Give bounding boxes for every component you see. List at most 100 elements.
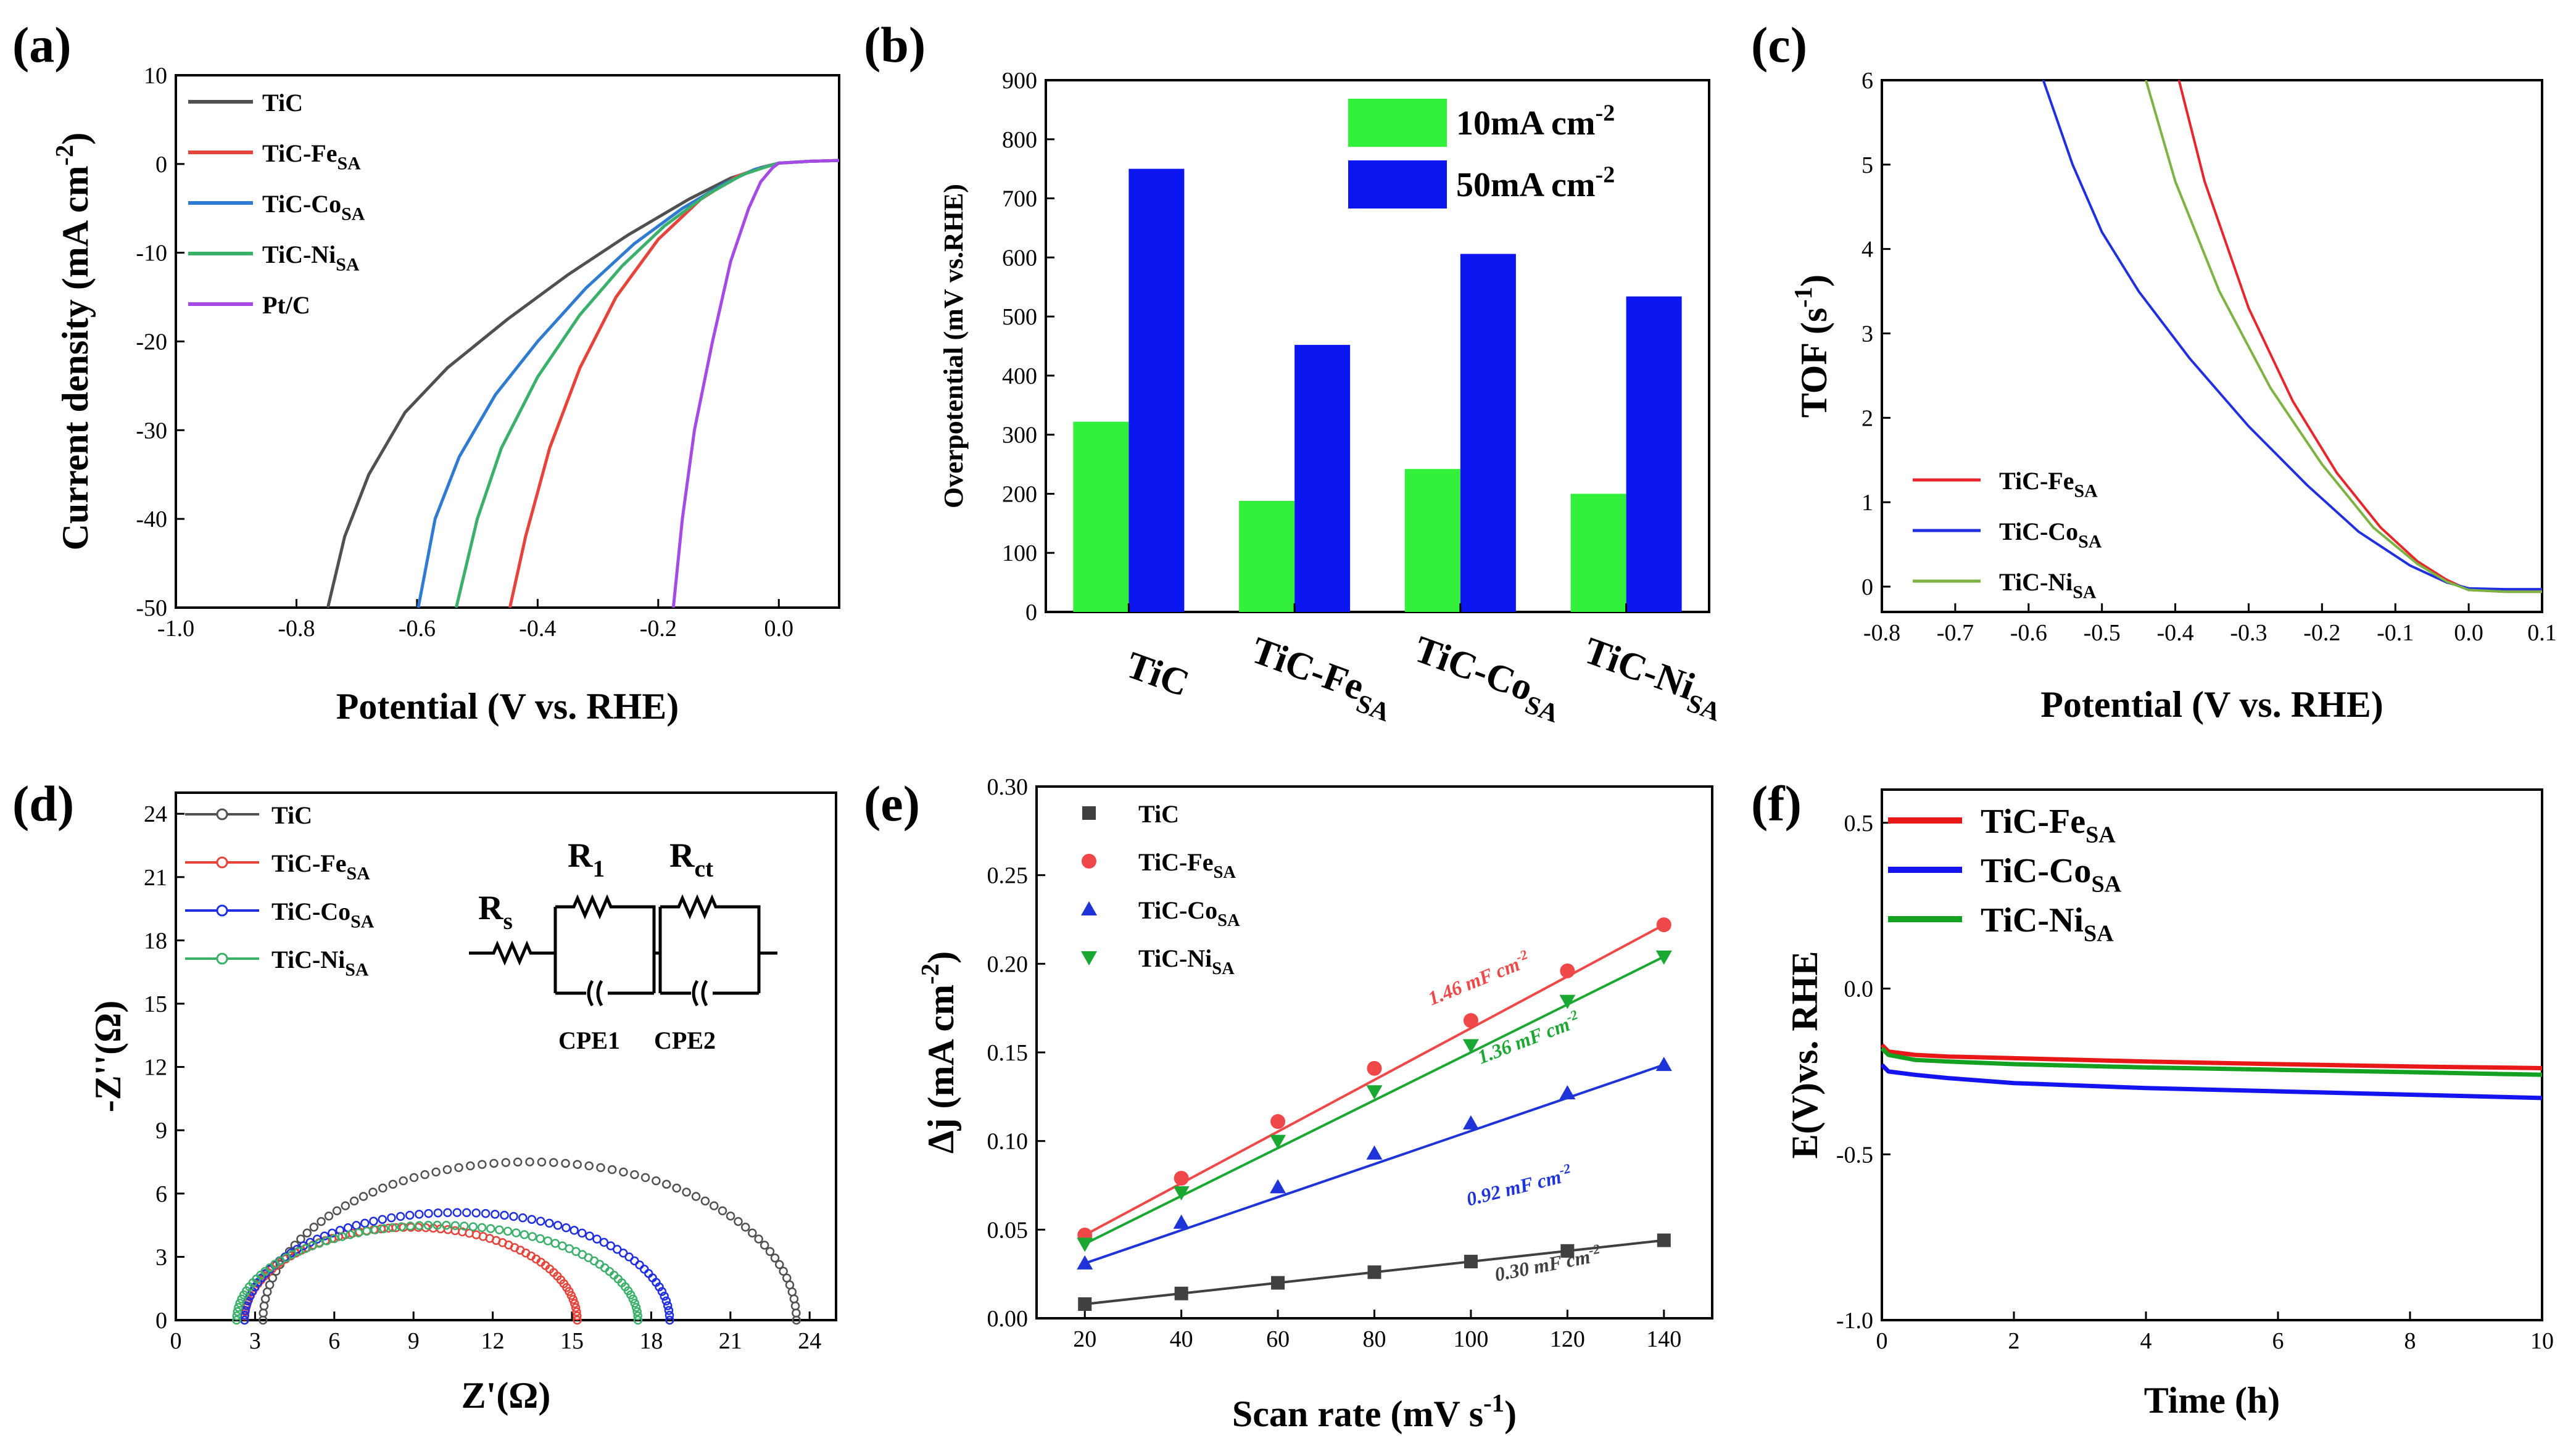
data-point — [378, 1183, 387, 1193]
data-point — [1366, 1145, 1383, 1160]
data-point — [259, 1308, 268, 1318]
data-point — [405, 1210, 415, 1220]
data-point — [585, 1231, 594, 1241]
x-tick-label: 9 — [408, 1328, 420, 1354]
x-tick-label: 15 — [560, 1328, 584, 1354]
data-point — [424, 1208, 433, 1218]
y-tick-label: -0.5 — [1836, 1142, 1873, 1168]
data-point — [790, 1301, 800, 1311]
data-point — [792, 1315, 801, 1325]
data-point — [433, 1208, 443, 1218]
data-point — [578, 1228, 587, 1238]
y-axis-label-part: Current density (mA cm — [55, 166, 96, 551]
slope-annotation: 0.30 mF cm-2​ — [1493, 1241, 1603, 1285]
legend-label-part: SA — [337, 153, 361, 173]
y-tick-label: 0.05 — [987, 1217, 1029, 1243]
data-point — [765, 1247, 775, 1256]
legend-marker — [216, 808, 228, 820]
data-point — [368, 1188, 378, 1197]
legend-label-part: SA — [2074, 481, 2098, 501]
axes-(d): 0 3 6 9 12 15 18 21 24 0 3 6 9 12 15 18 21 24 Z'(Ω) -Z''(Ω)… — [88, 791, 837, 1416]
x-axis-label: Scan rate (mV s-1​) — [1232, 1389, 1517, 1434]
legend-label-part: TiC-Ni — [271, 946, 345, 973]
axes-(c): -0.8 -0.7 -0.6 -0.5 -0.4 -0.3 -0.2 -0.1 0.0 0.1 0 1… — [1789, 68, 2557, 725]
bar — [1073, 421, 1129, 612]
slope-annotation-part: -2 — [1557, 1161, 1572, 1178]
legend-label: TiC-NiSA​ — [1981, 901, 2114, 947]
data-point — [501, 1158, 511, 1167]
data-point — [550, 1239, 560, 1248]
series-line — [454, 159, 839, 608]
data-point — [518, 1213, 528, 1223]
data-point — [309, 1222, 319, 1232]
x-tick-label: -0.4 — [2156, 620, 2193, 646]
y-tick-label: 800 — [1002, 127, 1037, 153]
legend-label: TiC-CoSA​ — [262, 190, 365, 224]
data-point — [682, 1188, 691, 1197]
x-tick-label: -0.4 — [519, 616, 556, 642]
legend-label-part: TiC-Co — [262, 190, 341, 218]
data-point — [633, 1315, 643, 1325]
legend-label: TiC — [1138, 800, 1179, 828]
axes-(e): 20 40 60 80 100 120 140 0.00 0.05 0.10 0.15 0.20 0.2… — [916, 774, 1713, 1434]
data-point — [619, 1167, 628, 1177]
series-group — [1880, 1063, 2543, 1101]
legend-label-part: SA — [1213, 863, 1236, 882]
x-tick-label: -1.0 — [157, 616, 194, 642]
data-point — [1270, 1134, 1286, 1149]
rc-block-1 — [553, 894, 656, 1007]
data-point — [553, 1221, 563, 1230]
panel-label: (e) — [864, 775, 920, 832]
data-point — [734, 1216, 743, 1226]
y-tick-label: -20 — [136, 329, 167, 355]
y-axis-label: Overpotential (mV vs.RHE) — [938, 184, 969, 508]
x-tick-label: 2 — [2008, 1328, 2020, 1354]
y-axis-label-part: -2 — [51, 145, 78, 166]
legend-marker — [1082, 854, 1096, 869]
legend-label-part: -2 — [1596, 162, 1615, 188]
circuit-label-r1-part: R — [568, 836, 593, 875]
x-tick-label: 0.0 — [2454, 620, 2483, 646]
data-point — [268, 1273, 278, 1283]
x-axis-label-part: Z'(Ω) — [462, 1375, 551, 1416]
data-point — [312, 1234, 322, 1244]
y-tick-label: 200 — [1002, 481, 1037, 507]
data-point — [452, 1208, 462, 1217]
data-point — [630, 1170, 639, 1179]
data-point — [494, 1225, 504, 1234]
y-axis-label-part: Δj (mA cm — [921, 985, 961, 1154]
legend-label-part: -2 — [1596, 101, 1615, 126]
legend-swatch — [1348, 160, 1447, 209]
y-tick-label: 0.10 — [987, 1129, 1029, 1155]
y-tick-label: 0 — [1025, 600, 1037, 626]
data-point — [1559, 994, 1576, 1009]
data-point — [740, 1222, 750, 1232]
legend-label-part: SA — [336, 254, 360, 275]
axes-(b): 0 100 200 300 400 500 600 700 800 900 TiC TiC-FeSA​… — [938, 68, 1731, 729]
data-point — [632, 1307, 642, 1316]
series-line — [508, 159, 839, 608]
x-tick-label: -0.2 — [2303, 620, 2340, 646]
legend-label-part: TiC-Co — [271, 898, 350, 925]
x-axis-label-part: -1 — [1483, 1389, 1504, 1417]
data-point — [1655, 950, 1672, 965]
y-axis-label-part: -1 — [1789, 287, 1817, 308]
data-point — [468, 1222, 478, 1231]
category-label: TiC — [1121, 644, 1195, 705]
data-point — [718, 1206, 727, 1215]
y-axis-label: TOF (s-1​) — [1789, 275, 1834, 418]
data-point — [259, 1301, 269, 1311]
data-point — [415, 1210, 424, 1219]
y-axis-label-part: -Z''(Ω) — [88, 1001, 128, 1112]
bar — [1570, 494, 1626, 612]
series-group: 1.36 mF cm-2​ — [1077, 950, 1672, 1252]
data-point — [748, 1228, 757, 1237]
data-point — [652, 1176, 661, 1186]
legend-label-part: TiC-Ni — [1138, 944, 1212, 972]
data-point — [726, 1211, 735, 1221]
x-axis-label: Z'(Ω) — [462, 1375, 551, 1416]
data-point — [1173, 1186, 1190, 1200]
legend-label: TiC-NiSA​ — [271, 946, 369, 980]
data-point — [460, 1221, 469, 1231]
